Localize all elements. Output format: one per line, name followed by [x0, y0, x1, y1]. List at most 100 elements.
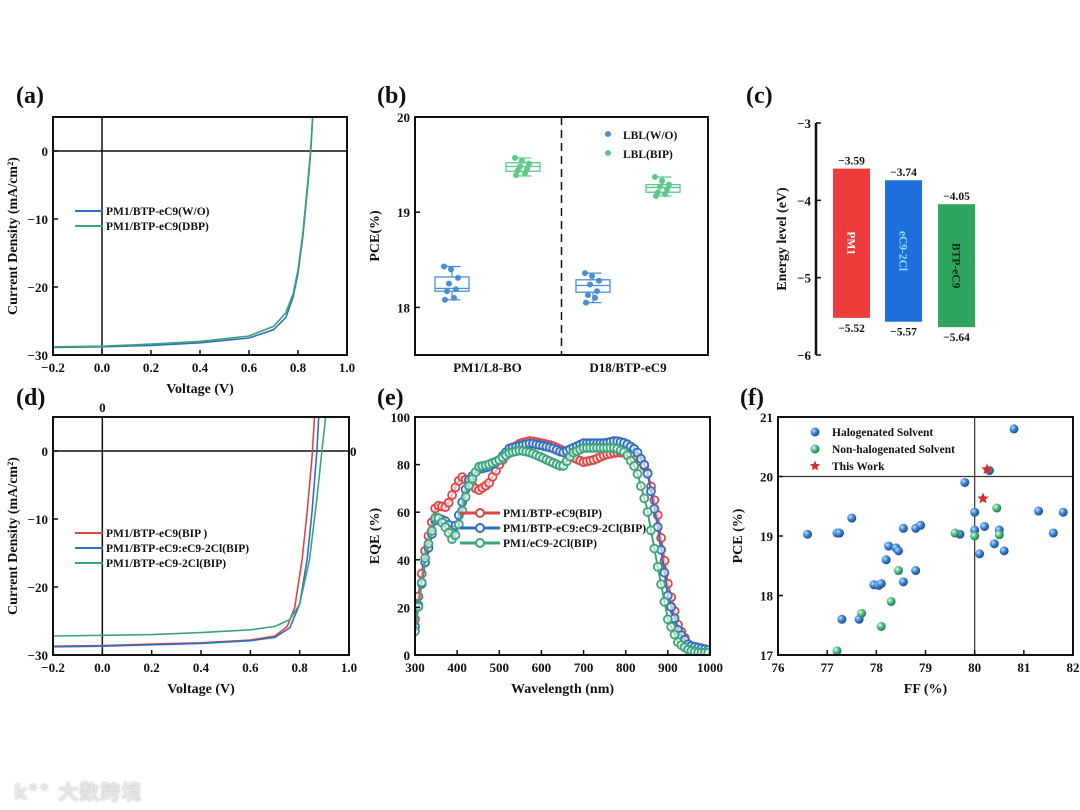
panel-f: Halogenated Solvent Non-halogenated Solve… — [731, 410, 1080, 697]
legend-marker — [475, 523, 485, 533]
y-tick-label: 20 — [760, 470, 773, 485]
series-marker — [443, 497, 454, 508]
energy-bar — [833, 168, 870, 318]
box-iqr — [645, 183, 681, 193]
x-tick-label: 76 — [772, 660, 786, 675]
legend-item: PM1/BTP-eC9:eC9-2Cl(BIP) — [75, 543, 249, 555]
y-tick-label: 21 — [760, 410, 773, 425]
non-halogenated-point — [857, 608, 867, 618]
plot-area — [53, 117, 347, 355]
legend-marker — [605, 131, 611, 137]
series-marker — [649, 543, 660, 554]
series-marker — [642, 468, 653, 479]
series-marker — [423, 538, 434, 549]
data-point — [526, 160, 532, 167]
legend-item: PM1/BTP-eC9(BIP ) — [75, 528, 207, 540]
halogenated-point — [1058, 507, 1068, 517]
series-marker — [656, 579, 667, 590]
data-point — [455, 274, 461, 281]
lumo-label: −3.59 — [838, 156, 865, 168]
halogenated-point — [834, 528, 844, 538]
y-tick-label: 19 — [397, 205, 411, 220]
data-point — [596, 277, 602, 284]
y-tick-label: −6 — [797, 348, 811, 363]
legend-label: PM1/BTP-eC9(DBP) — [106, 221, 209, 233]
legend-item: LBL(W/O) — [605, 130, 677, 142]
panel-label-d: (d) — [16, 385, 45, 411]
series-marker — [416, 577, 427, 588]
series-marker — [453, 519, 464, 530]
x-tick-label: 300 — [405, 660, 425, 675]
box-0-0 — [434, 263, 470, 303]
series-line — [53, 417, 320, 648]
halogenated-point — [1034, 506, 1044, 516]
y-tick-label: 0 — [42, 144, 49, 159]
x-tick-label: 1.0 — [339, 360, 355, 375]
y-tick-label: 0 — [404, 648, 411, 663]
x-tick-label: 1000 — [697, 660, 723, 675]
y-tick-label: 18 — [397, 300, 411, 315]
panel-b: 18 19 20 PCE(%) PM1/L8-BO D18/BTP-eC9 LBL(W/O)… — [368, 110, 709, 375]
legend-item: PM1/BTP-eC9:eC9-2Cl(BIP) — [460, 523, 646, 535]
x-tick-label: −0.2 — [41, 360, 65, 375]
data-point — [653, 193, 659, 200]
legend-label: PM1/BTP-eC9(BIP ) — [106, 528, 207, 540]
non-halogenated-point — [876, 621, 886, 631]
x-axis-title: Voltage (V) — [166, 382, 234, 397]
legend-marker — [475, 508, 485, 518]
plot-frame — [414, 416, 711, 656]
data-point — [659, 177, 665, 184]
homo-label: −5.64 — [943, 332, 970, 344]
data-point — [587, 281, 593, 288]
plot-area — [53, 417, 349, 655]
y-tick-label: −5 — [797, 271, 811, 286]
legend-item: Non-halogenated Solvent — [810, 444, 955, 456]
zero-annotation-right: 0 — [350, 444, 357, 459]
y-axis-title: EQE (%) — [368, 507, 383, 564]
y-tick-label: −4 — [797, 193, 811, 208]
legend-label: PM1/BTP-eC9:eC9-2Cl(BIP) — [503, 523, 646, 535]
data-point — [662, 191, 668, 198]
x-tick-label: 700 — [574, 660, 594, 675]
x-axis-title: Wavelength (nm) — [511, 682, 614, 697]
data-point — [524, 165, 530, 172]
y-tick-label: −10 — [28, 512, 48, 527]
y-axis-title: Current Density (mA/cm²) — [6, 457, 21, 615]
series-marker — [450, 530, 461, 540]
panel-a: −0.2 0.0 0.2 0.4 0.6 0.8 1.0 −30 −20 −10 0 Voltage … — [6, 116, 355, 397]
data-point — [515, 167, 521, 174]
x-tick-label: 500 — [490, 660, 510, 675]
data-point — [592, 294, 598, 301]
data-point — [451, 294, 457, 301]
halogenated-point — [884, 541, 894, 551]
legend-marker — [475, 538, 485, 548]
data-point — [585, 292, 591, 299]
data-point — [519, 157, 525, 164]
halogenated-point — [1009, 424, 1019, 434]
y-tick-label: 18 — [760, 589, 774, 604]
x-tick-label: 1.0 — [341, 660, 357, 675]
energy-bar — [938, 204, 975, 328]
data-point — [513, 172, 519, 179]
box-iqr — [434, 276, 470, 292]
data-point — [441, 263, 447, 270]
panel-label-e: (e) — [377, 385, 404, 411]
y-tick-label: 19 — [760, 529, 774, 544]
category-label: D18/BTP-eC9 — [589, 360, 667, 375]
data-point — [446, 280, 452, 287]
halogenated-point — [837, 614, 847, 624]
data-point — [448, 266, 454, 273]
legend-marker — [605, 150, 611, 156]
x-tick-label: 0.2 — [143, 360, 159, 375]
series-marker — [659, 596, 670, 607]
x-tick-label: 0.0 — [94, 360, 110, 375]
data-point — [652, 173, 658, 180]
bar-label: BTP-eC9 — [950, 243, 962, 289]
series-marker — [646, 525, 656, 536]
series-line — [53, 117, 314, 348]
x-tick-label: 80 — [968, 660, 981, 675]
panel-label-b: (b) — [377, 83, 406, 109]
series-marker — [666, 622, 677, 632]
halogenated-point — [893, 546, 903, 556]
y-tick-label: −20 — [28, 580, 48, 595]
